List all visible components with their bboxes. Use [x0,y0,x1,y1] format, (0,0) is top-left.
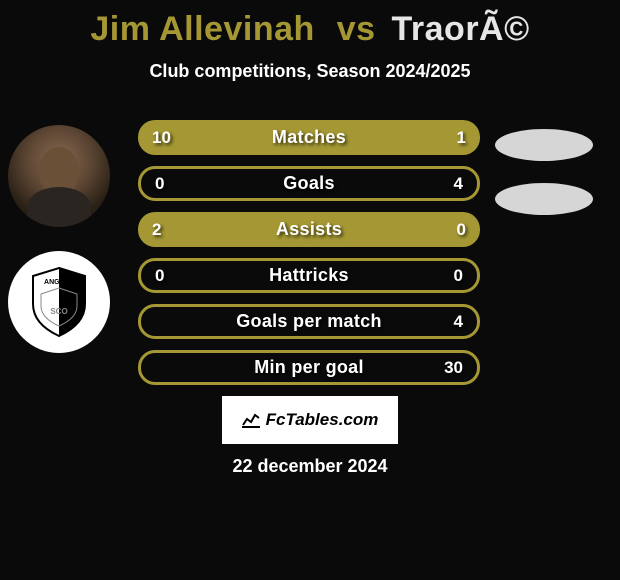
stat-right-value: 4 [454,174,463,194]
club-badge: ANGERS SCO [8,251,110,353]
stat-label: Goals per match [236,311,382,332]
stats-list: 10Matches10Goals42Assists00Hattricks0Goa… [138,120,480,396]
stat-right-value: 4 [454,312,463,332]
oval-column [492,125,602,237]
stat-right-value: 0 [454,266,463,286]
stat-label: Goals [283,173,335,194]
stat-label: Min per goal [254,357,364,378]
club-shield-icon: ANGERS SCO [29,266,89,338]
subtitle: Club competitions, Season 2024/2025 [0,61,620,82]
stat-label: Assists [276,219,342,240]
stat-row: 0 Goals 4 [138,166,480,201]
avatar-column: ANGERS SCO [8,125,118,377]
stat-row: 10 Matches 1 [138,120,480,155]
svg-text:ANGERS: ANGERS [44,279,74,286]
svg-text:SCO: SCO [50,307,67,316]
stat-left-value: 10 [152,128,171,148]
vs-text: vs [337,10,376,48]
stat-left-value: 0 [155,266,164,286]
stat-right-value: 1 [457,128,466,148]
page-title: Jim Allevinah vs TraorÃ© [0,0,620,49]
stat-row: 0 Hattricks 0 [138,258,480,293]
footer-date: 22 december 2024 [0,456,620,477]
player-avatar [8,125,110,227]
stat-right-value: 30 [444,358,463,378]
stat-row: Goals per match 4 [138,304,480,339]
brand-badge[interactable]: FcTables.com [222,396,398,444]
player2-marker [495,129,593,161]
player2-name: TraorÃ© [392,10,530,48]
stat-right-value: 0 [457,220,466,240]
player1-name: Jim Allevinah [90,10,314,48]
player2-marker [495,183,593,215]
stat-row: Min per goal 30 [138,350,480,385]
stat-label: Hattricks [269,265,349,286]
chart-icon [242,412,260,428]
brand-text: FcTables.com [266,410,379,430]
stat-label: Matches [272,127,346,148]
stat-row: 2 Assists 0 [138,212,480,247]
stat-left-value: 0 [155,174,164,194]
stat-left-value: 2 [152,220,161,240]
